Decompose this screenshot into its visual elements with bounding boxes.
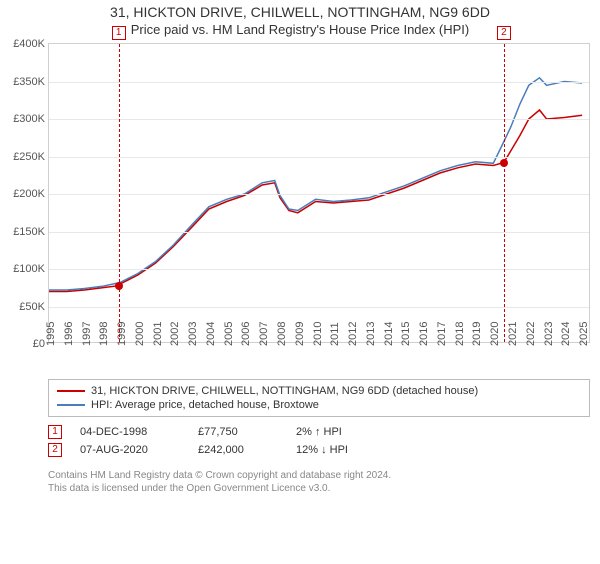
x-axis-label: 2009	[294, 322, 306, 346]
event-marker: 1	[112, 26, 126, 40]
event-row: 1 04-DEC-1998 £77,750 2% ↑ HPI	[48, 423, 590, 441]
event-price: £77,750	[198, 426, 278, 438]
data-point	[115, 282, 123, 290]
legend-label: HPI: Average price, detached house, Brox…	[91, 399, 319, 411]
x-axis-label: 2020	[489, 322, 501, 346]
y-axis-label: £200K	[13, 188, 49, 200]
series-property	[49, 110, 582, 292]
x-axis-label: 2004	[205, 322, 217, 346]
page-title: 31, HICKTON DRIVE, CHILWELL, NOTTINGHAM,…	[0, 4, 600, 20]
y-axis-label: £150K	[13, 226, 49, 238]
y-axis-label: £250K	[13, 151, 49, 163]
x-axis-label: 2011	[329, 322, 341, 346]
x-axis-label: 2018	[454, 322, 466, 346]
event-vline	[119, 44, 120, 342]
event-marker: 2	[497, 26, 511, 40]
x-axis-label: 1998	[98, 322, 110, 346]
gridline	[49, 232, 589, 233]
x-axis-label: 2002	[169, 322, 181, 346]
data-point	[500, 159, 508, 167]
x-axis-label: 1997	[81, 322, 93, 346]
x-axis-label: 2010	[312, 322, 324, 346]
event-number-box: 2	[48, 443, 62, 457]
gridline	[49, 157, 589, 158]
x-axis-label: 2008	[276, 322, 288, 346]
y-axis-label: £400K	[13, 38, 49, 50]
event-date: 04-DEC-1998	[80, 426, 180, 438]
x-axis-label: 2012	[347, 322, 359, 346]
x-axis-label: 2017	[436, 322, 448, 346]
x-axis-label: 1996	[63, 322, 75, 346]
x-axis-label: 2025	[578, 322, 590, 346]
x-axis-label: 2021	[507, 322, 519, 346]
gridline	[49, 307, 589, 308]
x-axis-label: 2016	[418, 322, 430, 346]
x-axis-label: 2019	[471, 322, 483, 346]
series-hpi	[49, 78, 582, 290]
x-axis-label: 2022	[525, 322, 537, 346]
gridline	[49, 82, 589, 83]
legend-item: HPI: Average price, detached house, Brox…	[57, 398, 581, 412]
x-axis-label: 2024	[560, 322, 572, 346]
y-axis-label: £100K	[13, 263, 49, 275]
x-axis-label: 2005	[223, 322, 235, 346]
x-axis-label: 2023	[543, 322, 555, 346]
event-price: £242,000	[198, 444, 278, 456]
gridline	[49, 119, 589, 120]
gridline	[49, 194, 589, 195]
x-axis-label: 2015	[400, 322, 412, 346]
event-diff: 2% ↑ HPI	[296, 426, 342, 438]
event-diff: 12% ↓ HPI	[296, 444, 348, 456]
x-axis-label: 2006	[240, 322, 252, 346]
x-axis-label: 2001	[152, 322, 164, 346]
x-axis-label: 2003	[187, 322, 199, 346]
event-date: 07-AUG-2020	[80, 444, 180, 456]
x-axis-label: 2013	[365, 322, 377, 346]
x-axis-label: 2000	[134, 322, 146, 346]
gridline	[49, 269, 589, 270]
x-axis-label: 1995	[45, 322, 57, 346]
y-axis-label: £50K	[19, 301, 49, 313]
y-axis-label: £300K	[13, 113, 49, 125]
legend: 31, HICKTON DRIVE, CHILWELL, NOTTINGHAM,…	[48, 379, 590, 417]
legend-swatch	[57, 390, 85, 392]
chart: £0£50K£100K£150K£200K£250K£300K£350K£400…	[0, 43, 600, 343]
footer-line-1: Contains HM Land Registry data © Crown c…	[48, 469, 590, 482]
x-axis-label: 2007	[258, 322, 270, 346]
legend-item: 31, HICKTON DRIVE, CHILWELL, NOTTINGHAM,…	[57, 384, 581, 398]
event-vline	[504, 44, 505, 342]
footer: Contains HM Land Registry data © Crown c…	[48, 469, 590, 495]
legend-label: 31, HICKTON DRIVE, CHILWELL, NOTTINGHAM,…	[91, 385, 478, 397]
legend-swatch	[57, 404, 85, 406]
y-axis-label: £350K	[13, 76, 49, 88]
x-axis-label: 2014	[383, 322, 395, 346]
event-row: 2 07-AUG-2020 £242,000 12% ↓ HPI	[48, 441, 590, 459]
chart-plot-area: £0£50K£100K£150K£200K£250K£300K£350K£400…	[48, 43, 590, 343]
footer-line-2: This data is licensed under the Open Gov…	[48, 482, 590, 495]
event-number-box: 1	[48, 425, 62, 439]
event-table: 1 04-DEC-1998 £77,750 2% ↑ HPI 2 07-AUG-2020 £…	[48, 423, 590, 459]
